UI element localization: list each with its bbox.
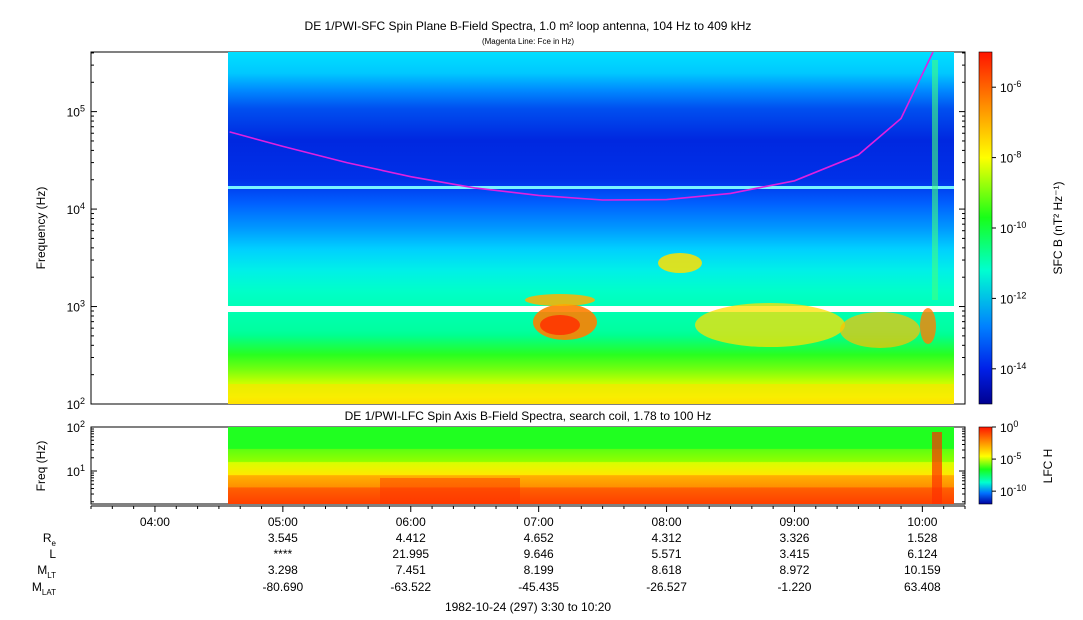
colorbar-tick-label: 10-10 xyxy=(1000,220,1026,236)
ephemeris-value: 21.995 xyxy=(392,547,429,561)
ephemeris-value: 3.326 xyxy=(779,531,809,545)
colorbar-tick-label: 10-12 xyxy=(1000,290,1026,306)
lfc-title: DE 1/PWI-LFC Spin Axis B-Field Spectra, … xyxy=(345,409,712,423)
sfc-colorbar-label: SFC B (nT² Hz⁻¹) xyxy=(1051,182,1065,275)
emission-end-streak xyxy=(932,60,938,300)
ephemeris-value: -45.435 xyxy=(518,580,559,594)
ephemeris-value: 1.528 xyxy=(907,531,937,545)
sfc-y-axis: 102 103 104 105 xyxy=(67,52,965,412)
time-tick-label: 06:00 xyxy=(396,515,426,529)
ephemeris-value: -80.690 xyxy=(263,580,304,594)
ephemeris-value: 8.972 xyxy=(779,563,809,577)
emission-core-1khz xyxy=(540,315,580,335)
emission-patch-right xyxy=(695,303,845,347)
ephemeris-value: -26.527 xyxy=(646,580,687,594)
lfc-panel: 101 102 Freq (Hz) xyxy=(34,419,966,505)
lfc-end-burst xyxy=(932,432,942,504)
sfc-y-tick-label: 103 xyxy=(67,299,85,315)
time-tick-label: 08:00 xyxy=(652,515,682,529)
ephemeris-value: **** xyxy=(274,547,293,561)
fce-line xyxy=(229,52,934,201)
sfc-colorbar: 10-6 10-8 10-10 10-12 10-14 SFC B (nT² Hz⁻¹) xyxy=(978,51,1065,405)
time-tick-label: 05:00 xyxy=(268,515,298,529)
lfc-spectrogram-image xyxy=(228,427,954,504)
lfc-y-tick-label: 101 xyxy=(67,463,85,479)
ephemeris-value: -1.220 xyxy=(777,580,811,594)
emission-bottom-band xyxy=(228,384,954,404)
sfc-y-tick-label: 102 xyxy=(67,396,85,412)
lfc-emission-patch xyxy=(380,478,520,504)
sfc-panel: 102 103 104 105 Frequency (Hz) xyxy=(34,51,966,412)
sfc-y-axis-label: Frequency (Hz) xyxy=(34,187,48,270)
lfc-y-tick-label: 102 xyxy=(67,419,85,435)
time-range-footer: 1982-10-24 (297) 3:30 to 10:20 xyxy=(445,600,611,614)
ephemeris-value: 7.451 xyxy=(396,563,426,577)
sfc-y-tick-label: 105 xyxy=(67,104,85,120)
colorbar-tick-label: 100 xyxy=(1000,419,1018,435)
emission-patch-end xyxy=(920,308,936,344)
time-tick-label: 10:00 xyxy=(907,515,937,529)
sfc-emission-features xyxy=(228,60,954,404)
sfc-title: DE 1/PWI-SFC Spin Plane B-Field Spectra,… xyxy=(305,19,752,33)
ephemeris-value: 4.652 xyxy=(524,531,554,545)
ephemeris-row-label: MLT xyxy=(37,563,56,580)
lfc-colorbar-label: LFC H xyxy=(1041,449,1055,484)
ephemeris-row-label: L xyxy=(49,547,56,561)
lfc-y-axis-label: Freq (Hz) xyxy=(34,441,48,492)
emission-band-upper xyxy=(525,294,595,306)
colorbar-tick-label: 10-14 xyxy=(1000,361,1026,377)
sfc-colorbar-scale xyxy=(978,51,993,405)
ephemeris-value: 8.618 xyxy=(652,563,682,577)
lfc-colorbar-scale xyxy=(978,426,993,505)
lfc-colorbar: 100 10-5 10-10 LFC H xyxy=(978,419,1055,505)
time-axis-ticks: 04:00 05:00 06:00 07:00 08:00 09:00 10:00 xyxy=(90,506,966,529)
time-tick-label: 07:00 xyxy=(524,515,554,529)
ephemeris-value: 8.199 xyxy=(524,563,554,577)
ephemeris-table: Re 3.545 4.412 4.652 4.312 3.326 1.528 L **** 21.… xyxy=(32,531,941,597)
ephemeris-row-label: MLAT xyxy=(32,580,56,597)
colorbar-tick-label: 10-10 xyxy=(1000,483,1026,499)
emission-patch-3khz xyxy=(658,253,702,273)
ephemeris-value: 4.312 xyxy=(652,531,682,545)
ephemeris-value: 4.412 xyxy=(396,531,426,545)
ephemeris-value: -63.522 xyxy=(390,580,431,594)
ephemeris-value: 6.124 xyxy=(907,547,937,561)
ephemeris-row-label: Re xyxy=(43,531,57,548)
sfc-spectrogram-image xyxy=(228,52,954,404)
sfc-colorbar-ticks: 10-6 10-8 10-10 10-12 10-14 xyxy=(992,79,1026,377)
colorbar-tick-label: 10-5 xyxy=(1000,451,1021,467)
lfc-y-axis: 101 102 xyxy=(67,419,965,503)
sfc-data-gap xyxy=(228,306,954,312)
colorbar-tick-label: 10-6 xyxy=(1000,79,1021,95)
lfc-colorbar-ticks: 100 10-5 10-10 xyxy=(992,419,1026,499)
ephemeris-value: 9.646 xyxy=(524,547,554,561)
ephemeris-value: 63.408 xyxy=(904,580,941,594)
emission-patch-right-2 xyxy=(840,312,920,348)
ephemeris-value: 10.159 xyxy=(904,563,941,577)
ephemeris-value: 3.298 xyxy=(268,563,298,577)
time-tick-label: 04:00 xyxy=(140,515,170,529)
time-tick-label: 09:00 xyxy=(779,515,809,529)
time-axis: 04:00 05:00 06:00 07:00 08:00 09:00 10:00 xyxy=(90,505,966,529)
ephemeris-value: 5.571 xyxy=(652,547,682,561)
ephemeris-value: 3.545 xyxy=(268,531,298,545)
sfc-subtitle: (Magenta Line: Fce in Hz) xyxy=(482,37,574,46)
colorbar-tick-label: 10-8 xyxy=(1000,150,1021,166)
sfc-band-line-16khz xyxy=(228,186,954,189)
ephemeris-value: 3.415 xyxy=(779,547,809,561)
sfc-y-tick-label: 104 xyxy=(67,201,85,217)
